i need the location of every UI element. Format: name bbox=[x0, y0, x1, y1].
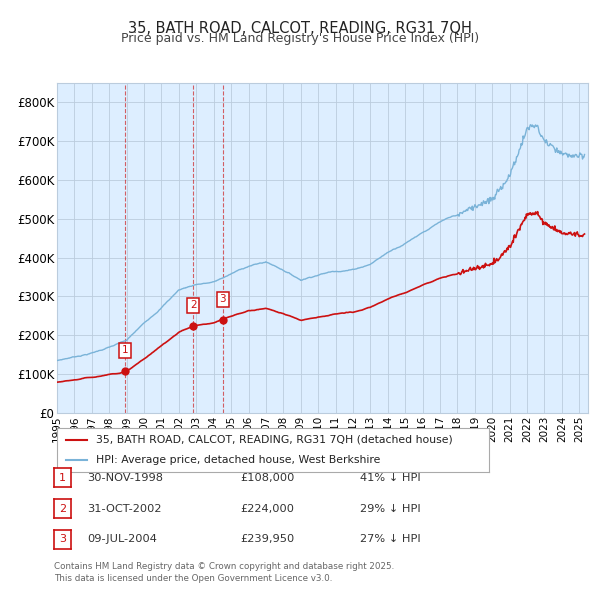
Text: 29% ↓ HPI: 29% ↓ HPI bbox=[360, 504, 421, 513]
Text: Contains HM Land Registry data © Crown copyright and database right 2025.
This d: Contains HM Land Registry data © Crown c… bbox=[54, 562, 394, 583]
Text: £224,000: £224,000 bbox=[240, 504, 294, 513]
Text: £108,000: £108,000 bbox=[240, 473, 295, 483]
Text: £239,950: £239,950 bbox=[240, 535, 294, 544]
Text: 3: 3 bbox=[220, 294, 226, 304]
Text: 3: 3 bbox=[59, 535, 66, 544]
Text: 35, BATH ROAD, CALCOT, READING, RG31 7QH: 35, BATH ROAD, CALCOT, READING, RG31 7QH bbox=[128, 21, 472, 35]
Text: 1: 1 bbox=[122, 346, 128, 355]
Text: 1: 1 bbox=[59, 473, 66, 483]
Text: 41% ↓ HPI: 41% ↓ HPI bbox=[360, 473, 421, 483]
Text: 2: 2 bbox=[59, 504, 66, 513]
Text: HPI: Average price, detached house, West Berkshire: HPI: Average price, detached house, West… bbox=[96, 455, 380, 465]
Text: Price paid vs. HM Land Registry's House Price Index (HPI): Price paid vs. HM Land Registry's House … bbox=[121, 32, 479, 45]
Text: 35, BATH ROAD, CALCOT, READING, RG31 7QH (detached house): 35, BATH ROAD, CALCOT, READING, RG31 7QH… bbox=[96, 435, 452, 445]
Text: 09-JUL-2004: 09-JUL-2004 bbox=[87, 535, 157, 544]
Text: 27% ↓ HPI: 27% ↓ HPI bbox=[360, 535, 421, 544]
Text: 30-NOV-1998: 30-NOV-1998 bbox=[87, 473, 163, 483]
Text: 2: 2 bbox=[190, 300, 197, 310]
Text: 31-OCT-2002: 31-OCT-2002 bbox=[87, 504, 161, 513]
